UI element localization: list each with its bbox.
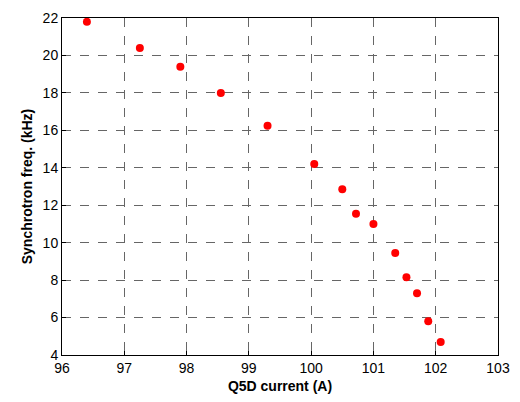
svg-text:16: 16 (43, 122, 59, 138)
svg-text:Q5D current (A): Q5D current (A) (228, 378, 332, 394)
svg-text:96: 96 (54, 360, 70, 376)
svg-text:98: 98 (179, 360, 195, 376)
svg-text:Synchrotron freq. (kHz): Synchrotron freq. (kHz) (19, 109, 35, 265)
svg-text:99: 99 (241, 360, 257, 376)
svg-text:102: 102 (424, 360, 448, 376)
svg-text:101: 101 (362, 360, 386, 376)
svg-text:103: 103 (486, 360, 510, 376)
svg-text:97: 97 (117, 360, 133, 376)
svg-text:8: 8 (50, 272, 58, 288)
svg-text:12: 12 (43, 197, 59, 213)
svg-text:20: 20 (43, 47, 59, 63)
svg-text:6: 6 (50, 309, 58, 325)
svg-text:18: 18 (43, 85, 59, 101)
svg-text:22: 22 (43, 10, 59, 26)
svg-text:4: 4 (50, 347, 58, 363)
svg-text:10: 10 (43, 235, 59, 251)
svg-text:100: 100 (299, 360, 323, 376)
svg-text:14: 14 (43, 160, 59, 176)
